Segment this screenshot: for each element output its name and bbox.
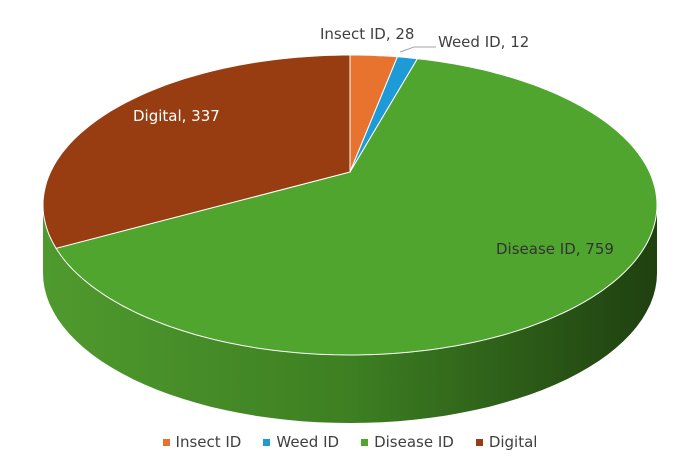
legend-swatch — [361, 438, 369, 446]
data-label-insect: Insect ID, 28 — [320, 25, 415, 43]
pie-slice-digital — [42, 54, 351, 249]
legend-item-weed: Weed ID — [263, 433, 339, 451]
legend-swatch — [162, 438, 170, 446]
legend-label: Insect ID — [175, 433, 242, 451]
legend: Insect ID Weed ID Disease ID Digital — [0, 433, 700, 451]
legend-item-insect: Insect ID — [162, 433, 242, 451]
data-label-weed: Weed ID, 12 — [438, 33, 530, 51]
data-label-digital: Digital, 337 — [133, 107, 220, 125]
legend-item-disease: Disease ID — [361, 433, 454, 451]
legend-swatch — [263, 438, 271, 446]
pie-slice-disease — [55, 58, 658, 356]
leader-line-weed — [399, 46, 436, 53]
pie-side-disease — [43, 205, 657, 423]
legend-label: Weed ID — [276, 433, 340, 451]
legend-label: Digital — [488, 433, 538, 451]
legend-item-digital: Digital — [475, 433, 538, 451]
legend-swatch — [475, 438, 483, 446]
legend-label: Disease ID — [374, 433, 454, 451]
data-label-disease: Disease ID, 759 — [496, 240, 614, 258]
